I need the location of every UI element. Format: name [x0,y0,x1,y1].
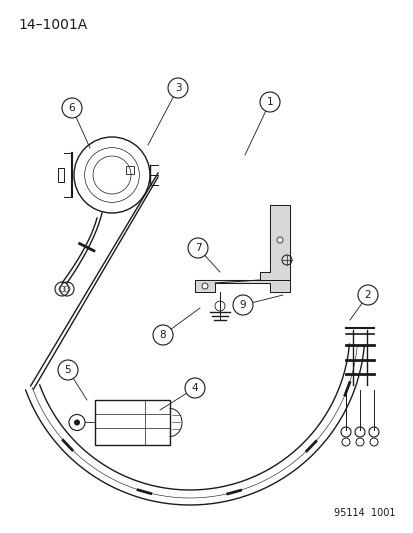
Circle shape [276,237,282,243]
Circle shape [357,285,377,305]
Circle shape [233,295,252,315]
Text: 8: 8 [159,330,166,340]
Text: 9: 9 [239,300,246,310]
Text: 1: 1 [266,97,273,107]
Circle shape [62,98,82,118]
Circle shape [185,378,204,398]
Circle shape [74,419,80,425]
Bar [95,400,170,445]
Circle shape [168,78,188,98]
Text: 3: 3 [174,83,181,93]
Text: 6: 6 [69,103,75,113]
Circle shape [259,92,279,112]
Text: 2: 2 [364,290,370,300]
Text: 95114  1001: 95114 1001 [334,508,395,518]
Text: 4: 4 [191,383,198,393]
Polygon shape [195,280,289,292]
Circle shape [153,325,173,345]
Bar [58,168,64,182]
Text: 5: 5 [64,365,71,375]
Bar [126,166,134,174]
Text: 14–1001A: 14–1001A [18,18,87,32]
Text: 7: 7 [194,243,201,253]
Circle shape [188,238,207,258]
Polygon shape [259,205,289,280]
Circle shape [202,283,207,289]
Circle shape [58,360,78,380]
